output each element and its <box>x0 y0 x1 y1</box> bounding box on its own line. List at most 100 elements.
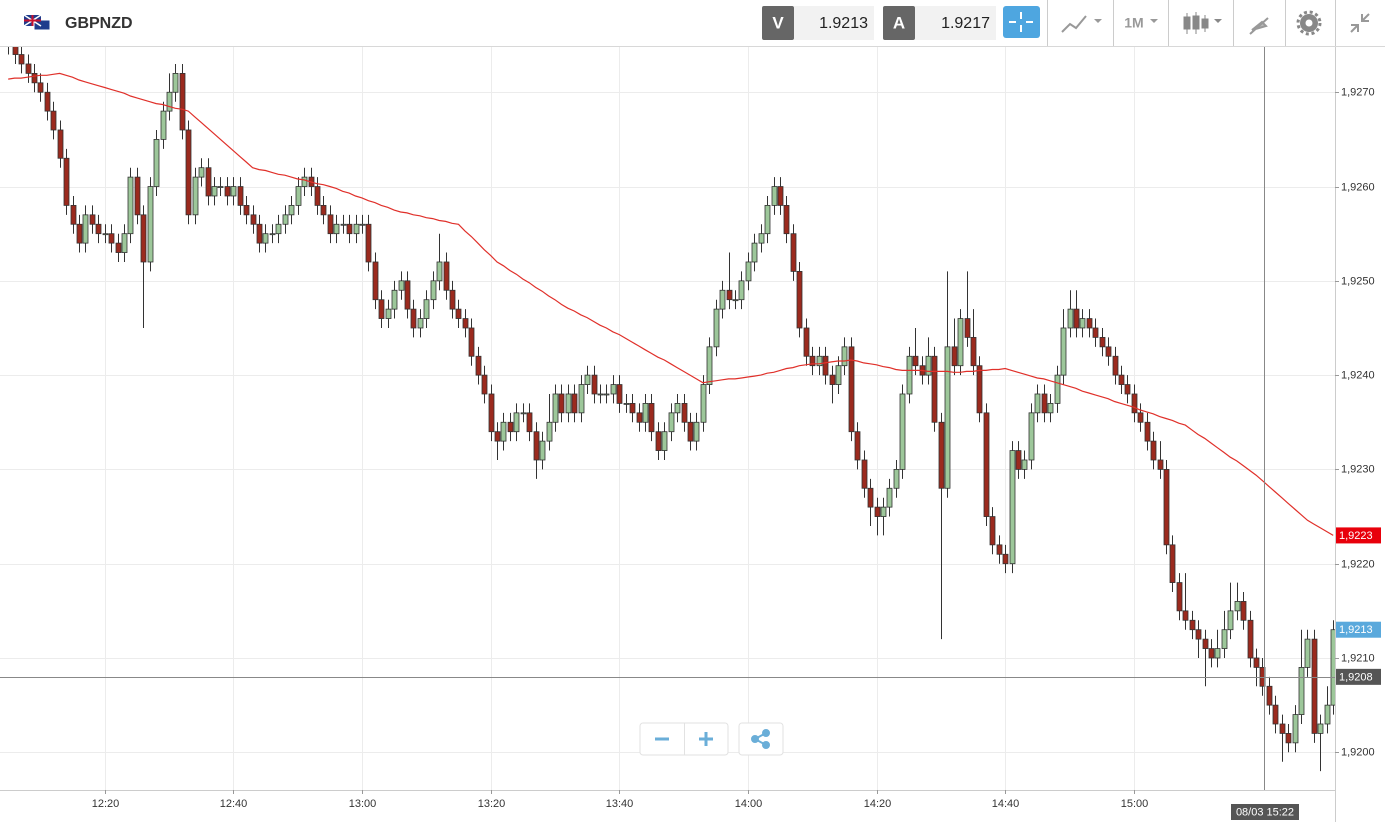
candle-body <box>95 223 102 235</box>
candle-body <box>899 393 906 470</box>
y-tick-label: 1,9210 <box>1341 652 1375 664</box>
candle-body <box>848 346 855 433</box>
candle-body <box>970 337 977 367</box>
candle-body <box>1272 704 1279 725</box>
candle-body <box>764 205 771 235</box>
candle-body <box>1124 384 1131 395</box>
candle-body <box>507 421 514 433</box>
candle-body <box>1021 459 1028 470</box>
bid-label: V <box>772 13 784 32</box>
candle-body <box>706 346 713 385</box>
share-button[interactable] <box>738 722 784 756</box>
candle-body <box>1041 393 1048 414</box>
candle-body <box>867 487 874 508</box>
candle-body <box>1086 318 1093 329</box>
candle-body <box>1047 403 1054 414</box>
y-tick-label: 1,9230 <box>1341 463 1375 475</box>
price-tag-label: 1,9223 <box>1339 530 1373 542</box>
toolbar <box>0 0 1385 46</box>
y-tick-label: 1,9250 <box>1341 275 1375 287</box>
candle-body <box>835 365 842 385</box>
y-tick-label: 1,9200 <box>1341 746 1375 758</box>
candle-body <box>468 327 475 357</box>
candle-body <box>320 205 327 216</box>
settings-button[interactable] <box>1296 10 1322 36</box>
candle-body <box>1285 733 1292 744</box>
candle-body <box>417 318 424 329</box>
candle-body <box>44 91 51 112</box>
candle-body <box>147 186 154 263</box>
bid-box <box>794 6 874 40</box>
candle-body <box>1118 374 1125 385</box>
candle-body <box>160 110 167 140</box>
candle-body <box>893 469 900 489</box>
candle-body <box>610 384 617 395</box>
candle-body <box>1092 327 1099 338</box>
candle-body <box>31 73 38 84</box>
candle-body <box>237 186 244 206</box>
candle-body <box>423 299 430 319</box>
candle-body <box>886 487 893 508</box>
candle-body <box>269 233 276 236</box>
candle-body <box>70 205 77 225</box>
time-tag <box>1231 804 1299 820</box>
candle-body <box>243 205 250 216</box>
fullscreen-button[interactable] <box>1350 13 1370 33</box>
candle-body <box>552 393 559 423</box>
candle-body <box>597 393 604 396</box>
candle-body <box>443 261 450 291</box>
zoom-in[interactable] <box>699 732 713 746</box>
candle-body <box>1144 421 1151 442</box>
candle-body <box>50 110 57 131</box>
candle-body <box>655 431 662 451</box>
candle-body <box>430 280 437 301</box>
ask-price: 1.9217 <box>941 15 990 32</box>
candle-body <box>1214 648 1221 659</box>
candle-body <box>353 223 360 235</box>
candle-body <box>275 223 282 235</box>
candle-body <box>931 355 938 423</box>
indicator-button[interactable] <box>1061 15 1102 33</box>
candle-body <box>539 440 546 461</box>
candle-body <box>732 299 739 302</box>
candle-body <box>372 261 379 301</box>
candle-body <box>1208 648 1215 659</box>
candle-body <box>533 431 540 461</box>
candle-body <box>494 431 501 442</box>
candle-body <box>224 186 231 197</box>
y-tick-label: 1,9240 <box>1341 369 1375 381</box>
candle-body <box>983 412 990 517</box>
ask-button[interactable] <box>883 6 915 40</box>
candle-body <box>829 374 836 385</box>
candle-body <box>861 459 868 489</box>
draw-button[interactable] <box>1249 17 1269 35</box>
candle-body <box>333 223 340 235</box>
price-tag-label: 1,9208 <box>1339 671 1373 683</box>
candle-body <box>89 214 96 225</box>
candle-body <box>674 403 681 414</box>
candle-body <box>211 186 218 197</box>
price-tag-label: 1,9213 <box>1339 624 1373 636</box>
candle-body <box>745 261 752 282</box>
candle-body <box>63 157 70 206</box>
moving-average-line <box>8 72 1334 536</box>
crosshair-button[interactable] <box>1003 6 1040 38</box>
candle-body <box>1150 440 1157 461</box>
chart-type-button[interactable] <box>1183 12 1222 34</box>
bid-button[interactable] <box>762 6 794 40</box>
x-tick-label: 15:00 <box>1121 798 1149 810</box>
candle-body <box>790 233 797 272</box>
timeframe[interactable]: 1M <box>1124 15 1143 31</box>
candle-body <box>500 421 507 442</box>
candle-body <box>127 176 134 235</box>
candle-body <box>295 186 302 206</box>
candle-body <box>57 129 64 159</box>
candle-body <box>648 403 655 433</box>
share-icon <box>751 729 770 749</box>
candle-body <box>391 289 398 310</box>
x-tick-label: 14:40 <box>992 798 1020 810</box>
candle-body <box>803 327 810 357</box>
candle-body <box>288 205 295 216</box>
candle-body <box>198 167 205 178</box>
